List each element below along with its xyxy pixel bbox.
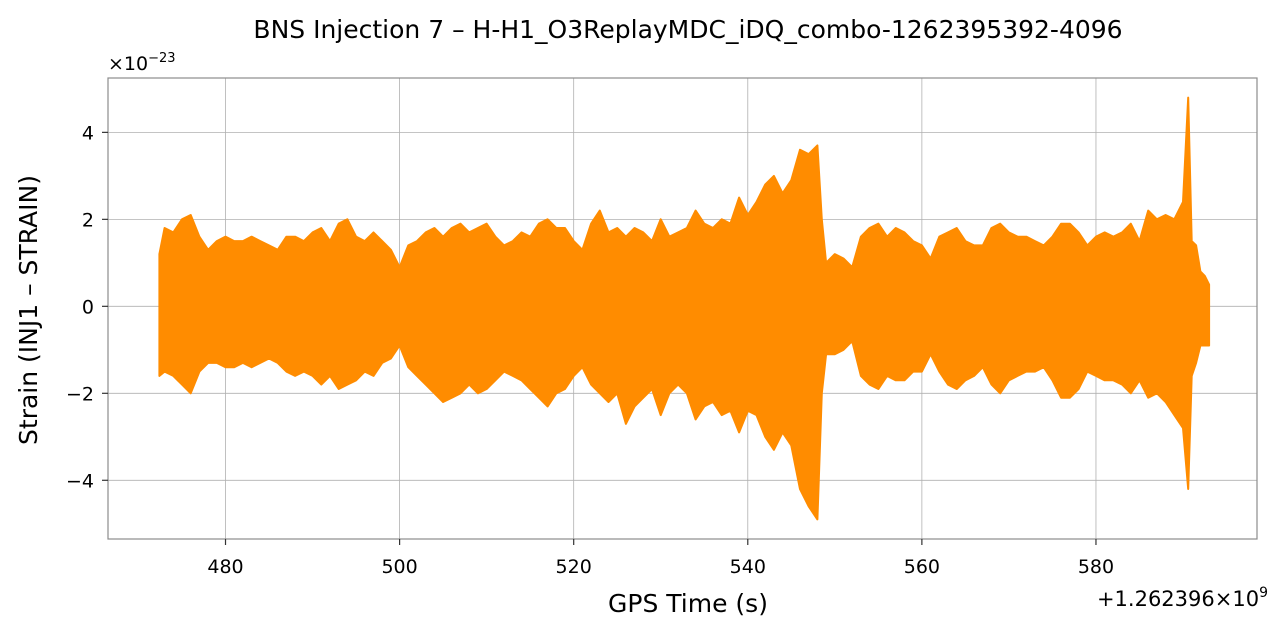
x-axis-label: GPS Time (s) bbox=[608, 589, 768, 618]
y-tick-label: 0 bbox=[82, 296, 94, 318]
y-tick-label: −2 bbox=[66, 383, 94, 405]
x-offset-base: +1.262396 bbox=[1097, 587, 1215, 611]
x-tick-label: 520 bbox=[556, 556, 592, 578]
y-scale-exponent: −23 bbox=[148, 51, 175, 66]
chart-title: BNS Injection 7 – H-H1_O3ReplayMDC_iDQ_c… bbox=[253, 15, 1122, 44]
y-scale-multiplier: ×10−23 bbox=[108, 51, 176, 75]
y-tick-label: −4 bbox=[66, 470, 94, 492]
y-scale-base: ×10 bbox=[108, 53, 148, 75]
y-axis-label: Strain (INJ1 – STRAIN) bbox=[14, 175, 43, 445]
x-tick-label: 540 bbox=[730, 556, 766, 578]
x-offset-times: ×10 bbox=[1215, 587, 1259, 611]
y-tick-label: 4 bbox=[82, 122, 94, 144]
x-offset-exponent: 9 bbox=[1259, 585, 1268, 601]
strain-series-envelope bbox=[158, 96, 1211, 521]
y-tick-label: 2 bbox=[82, 209, 94, 231]
x-tick-label: 480 bbox=[207, 556, 243, 578]
plot-area bbox=[158, 96, 1211, 521]
x-axis: 480 500 520 540 560 580 bbox=[207, 539, 1114, 578]
x-tick-label: 560 bbox=[904, 556, 940, 578]
x-tick-label: 580 bbox=[1078, 556, 1114, 578]
x-offset-label: +1.262396×109 bbox=[1097, 585, 1268, 611]
axes-frame bbox=[107, 77, 1258, 540]
x-tick-label: 500 bbox=[381, 556, 417, 578]
y-axis: −4 −2 0 2 4 bbox=[66, 122, 108, 492]
